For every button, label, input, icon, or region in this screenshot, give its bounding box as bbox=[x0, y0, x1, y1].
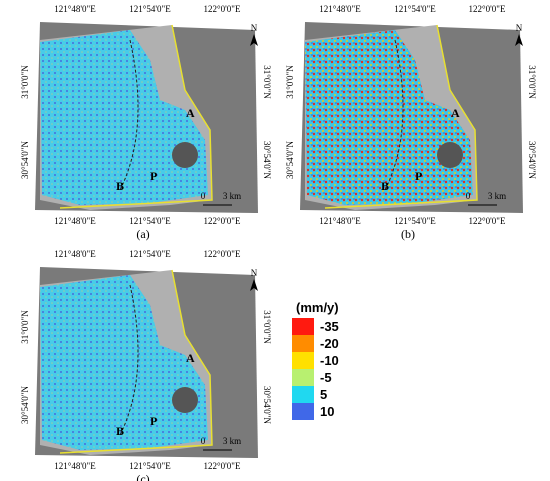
site-marker: B bbox=[381, 179, 389, 193]
scale-zero: 0 bbox=[201, 191, 206, 201]
ring-road bbox=[384, 39, 404, 191]
lake bbox=[172, 387, 198, 413]
coast bbox=[59, 24, 213, 209]
lon-label-bottom: 121°48'0"E bbox=[319, 216, 361, 226]
legend-swatch bbox=[292, 386, 314, 403]
site-marker: P bbox=[150, 169, 157, 183]
lat-label-left: 30°54'0"N bbox=[20, 386, 30, 424]
deformation-area bbox=[40, 30, 208, 205]
legend-swatch bbox=[292, 335, 314, 352]
scale-distance: 3 km bbox=[488, 191, 506, 201]
site-marker: P bbox=[150, 414, 157, 428]
ring-road bbox=[119, 39, 139, 191]
site-marker: A bbox=[186, 106, 195, 120]
legend-swatch bbox=[292, 318, 314, 335]
lat-label-left: 30°54'0"N bbox=[20, 141, 30, 179]
lon-label-top: 121°54'0"E bbox=[129, 249, 171, 259]
legend-swatch bbox=[292, 369, 314, 386]
legend-label: -5 bbox=[320, 370, 332, 385]
panel-label: (b) bbox=[401, 227, 415, 241]
scale-zero: 0 bbox=[201, 436, 206, 446]
north-label: N bbox=[251, 268, 258, 278]
scale-distance: 3 km bbox=[223, 436, 241, 446]
lon-label-top: 122°0'0"E bbox=[469, 4, 506, 14]
legend-label: 5 bbox=[320, 387, 327, 402]
panel-label: (c) bbox=[136, 472, 149, 481]
lat-label-left: 31°0'0"N bbox=[20, 310, 30, 344]
lon-label-bottom: 122°0'0"E bbox=[469, 216, 506, 226]
lon-label-top: 121°48'0"E bbox=[319, 4, 361, 14]
north-arrow bbox=[250, 34, 258, 46]
lon-label-top: 122°0'0"E bbox=[204, 4, 241, 14]
north-arrow bbox=[515, 34, 523, 46]
lat-label-left: 30°54'0"N bbox=[285, 141, 295, 179]
lat-label-left: 31°0'0"N bbox=[20, 65, 30, 99]
lon-label-top: 121°48'0"E bbox=[54, 4, 96, 14]
lon-label-top: 121°48'0"E bbox=[54, 249, 96, 259]
lon-label-bottom: 122°0'0"E bbox=[204, 216, 241, 226]
lon-label-top: 121°54'0"E bbox=[394, 4, 436, 14]
lat-label-right: 30°54'0"N bbox=[527, 141, 537, 179]
legend-label: -10 bbox=[320, 353, 339, 368]
lon-label-top: 121°54'0"E bbox=[129, 4, 171, 14]
lake bbox=[172, 142, 198, 168]
lat-label-left: 31°0'0"N bbox=[285, 65, 295, 99]
lat-label-right: 30°54'0"N bbox=[262, 386, 272, 424]
lon-label-bottom: 121°48'0"E bbox=[54, 216, 96, 226]
scale-zero: 0 bbox=[466, 191, 471, 201]
site-marker: B bbox=[116, 179, 124, 193]
north-label: N bbox=[516, 23, 523, 33]
legend-label: -20 bbox=[320, 336, 339, 351]
legend-title: (mm/y) bbox=[296, 300, 339, 315]
coast bbox=[59, 269, 213, 454]
site-marker: A bbox=[186, 351, 195, 365]
site-marker: A bbox=[451, 106, 460, 120]
legend-swatch bbox=[292, 352, 314, 369]
panel: 121°48'0"E 121°48'0"E 121°54'0"E 121°54'0"E… bbox=[20, 249, 272, 481]
lat-label-right: 31°0'0"N bbox=[262, 65, 272, 99]
lake bbox=[437, 142, 463, 168]
lat-label-right: 31°0'0"N bbox=[262, 310, 272, 344]
ring-road bbox=[119, 284, 139, 436]
lon-label-bottom: 121°48'0"E bbox=[54, 461, 96, 471]
lon-label-bottom: 121°54'0"E bbox=[394, 216, 436, 226]
legend-swatch bbox=[292, 403, 314, 420]
site-marker: B bbox=[116, 424, 124, 438]
deformation-area bbox=[40, 275, 208, 450]
north-arrow bbox=[250, 279, 258, 291]
deformation-area bbox=[305, 30, 473, 205]
lat-label-right: 30°54'0"N bbox=[262, 141, 272, 179]
lon-label-bottom: 121°54'0"E bbox=[129, 461, 171, 471]
lon-label-bottom: 122°0'0"E bbox=[204, 461, 241, 471]
scale-distance: 3 km bbox=[223, 191, 241, 201]
north-label: N bbox=[251, 23, 258, 33]
lon-label-top: 122°0'0"E bbox=[204, 249, 241, 259]
legend-label: 10 bbox=[320, 404, 334, 419]
coast bbox=[324, 24, 478, 209]
lat-label-right: 31°0'0"N bbox=[527, 65, 537, 99]
panel-label: (a) bbox=[136, 227, 149, 241]
panel: 121°48'0"E 121°48'0"E 121°54'0"E 121°54'0"E… bbox=[285, 4, 537, 241]
site-marker: P bbox=[415, 169, 422, 183]
lon-label-bottom: 121°54'0"E bbox=[129, 216, 171, 226]
legend-label: -35 bbox=[320, 319, 339, 334]
panel: 121°48'0"E 121°48'0"E 121°54'0"E 121°54'0"E… bbox=[20, 4, 272, 241]
